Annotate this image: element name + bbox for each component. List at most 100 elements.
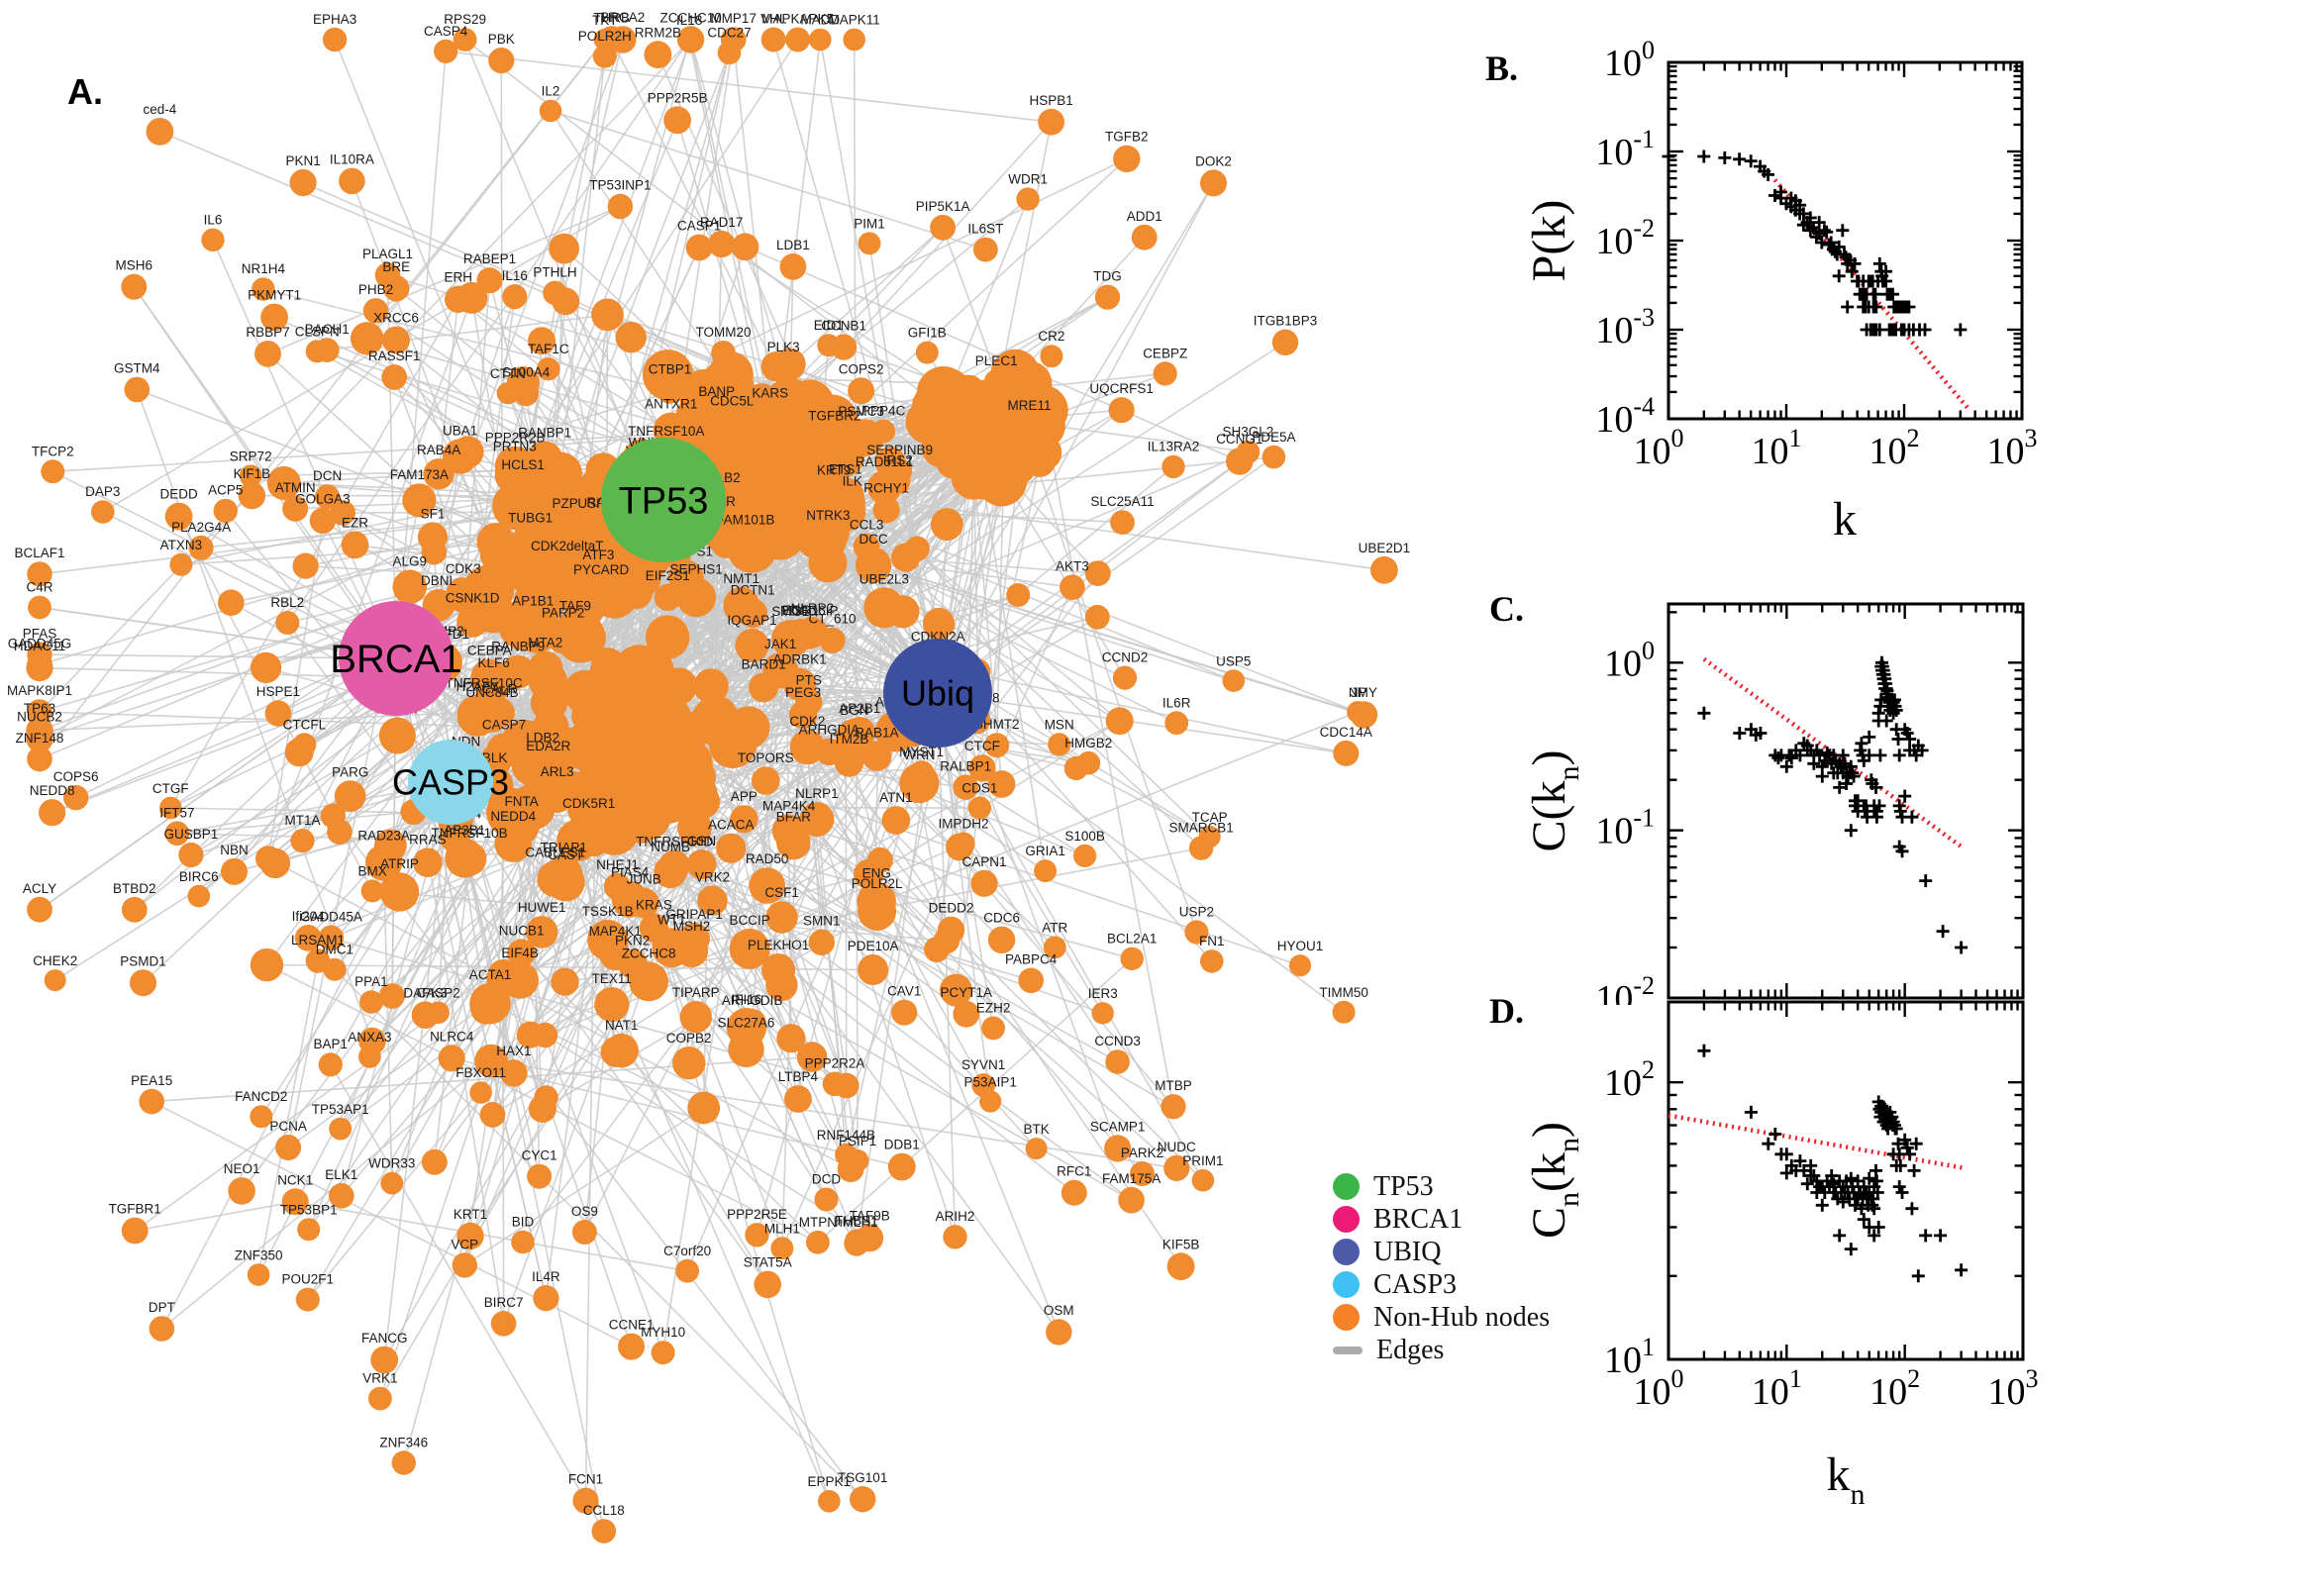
network-node	[858, 232, 881, 255]
network-node-label: CASP4	[424, 24, 468, 39]
network-node-label: MRE11	[1007, 398, 1051, 413]
network-node-label: PKMYT1	[248, 288, 301, 303]
network-node-label: KLF6	[477, 655, 509, 670]
network-node-label: TFCP2	[32, 444, 74, 458]
network-node	[1166, 1252, 1195, 1281]
network-node	[543, 280, 567, 306]
network-node-label: CDS1	[961, 781, 997, 796]
network-node-label: TGFB2	[1105, 130, 1149, 145]
network-node-label: ACP5	[208, 483, 243, 498]
legend: TP53 BRCA1 UBIQ CASP3 Non-Hub nodes Edges	[1333, 1170, 1550, 1366]
network-node-label: TAF1C	[528, 342, 569, 356]
network-node-label: MADD	[800, 13, 840, 28]
network-node-label: ITM2B	[830, 732, 869, 747]
network-node-label: RPS29	[444, 12, 486, 27]
network-node	[1060, 1179, 1087, 1206]
legend-item: CASP3	[1333, 1268, 1550, 1301]
network-node	[539, 99, 562, 123]
network-node	[305, 340, 329, 363]
network-node-label: AKT3	[1056, 558, 1089, 573]
network-node	[745, 1223, 769, 1247]
network-node-label: CASP1	[677, 219, 721, 234]
network-node-label: ADD1	[1127, 209, 1162, 224]
legend-label: TP53	[1373, 1170, 1434, 1202]
network-node	[822, 1071, 848, 1097]
legend-item: TP53	[1333, 1170, 1550, 1203]
axis-title: k	[1833, 493, 1857, 546]
network-node	[1038, 108, 1064, 136]
network-node-label: IFT57	[159, 805, 194, 820]
network-node-label: SH3GL2	[1223, 425, 1274, 440]
network-node-label: FN1	[1199, 934, 1225, 948]
network-node	[784, 1085, 812, 1113]
network-node	[228, 1177, 255, 1205]
network-node	[711, 341, 736, 365]
network-node-label: BFAR	[776, 810, 812, 825]
network-node-label: CCL18	[583, 1503, 625, 1518]
hub-layer: TP53 BRCA1 Ubiq CASP3	[330, 438, 992, 825]
network-node-label: RAD23A	[357, 829, 410, 844]
network-node	[309, 507, 337, 534]
network-node-label: FAM101B	[716, 512, 774, 527]
network-node-label: HMGB2	[1064, 736, 1112, 750]
network-node-label: JUNB	[627, 872, 661, 887]
network-node	[654, 854, 687, 889]
network-node	[434, 39, 458, 63]
network-node	[1153, 361, 1177, 386]
tick-label: 10-1	[1595, 125, 1655, 173]
network-node-label: CASP7	[482, 717, 526, 732]
network-node-label: TNFRSF10C	[446, 675, 523, 690]
network-node-label: NTRK3	[806, 508, 850, 523]
network-node-label: CTGF	[152, 781, 189, 796]
network-node-label: RRAS	[409, 832, 447, 847]
network-node	[392, 569, 428, 604]
axis-box	[1666, 602, 2025, 1000]
network-node-label: WRN	[903, 748, 935, 762]
network-node	[1288, 954, 1312, 977]
network-node-label: ATF3	[582, 548, 614, 562]
network-node	[806, 1230, 830, 1254]
network-node	[380, 1171, 404, 1195]
network-node-label: COPB2	[666, 1031, 712, 1046]
network-node-label: RANBP1	[518, 426, 571, 441]
network-node	[1104, 1135, 1132, 1162]
network-node-label: GADD45G	[8, 636, 72, 650]
network-node	[817, 424, 853, 458]
network-node-label: PZP	[552, 496, 577, 511]
network-node	[456, 606, 488, 638]
network-node-label: PHB2	[358, 282, 393, 297]
network-node	[213, 498, 238, 524]
network-node-label: ATXN3	[160, 538, 203, 552]
network-node-label: IRS2	[883, 453, 913, 468]
network-node-label: SCAMP1	[1090, 1119, 1146, 1134]
network-node-label: BAP1	[314, 1037, 349, 1051]
network-node-label: NP	[1349, 685, 1367, 700]
network-node	[858, 954, 889, 985]
network-node	[146, 117, 174, 146]
network-node	[488, 48, 515, 74]
network-node-label: CAST	[548, 848, 583, 862]
legend-item: Non-Hub nodes	[1333, 1301, 1550, 1334]
network-node	[1130, 1161, 1155, 1186]
network-node-label: RABEP1	[463, 251, 516, 266]
network-node	[453, 28, 477, 51]
network-node-label: EIF4B	[501, 946, 539, 960]
network-node-label: BACH1	[305, 322, 350, 337]
network-node	[381, 364, 408, 390]
network-node	[1188, 836, 1214, 860]
network-node	[818, 1490, 841, 1513]
network-node	[713, 409, 752, 449]
network-node-label: CABLES1	[525, 845, 585, 859]
network-node-label: PLAGL1	[362, 247, 413, 261]
network-node-label: CR2	[1038, 329, 1064, 344]
network-node-label: TEX11	[592, 971, 632, 986]
network-node-label: MSN	[1045, 717, 1074, 732]
network-node	[1025, 1138, 1048, 1160]
network-node-label: MTBP	[1155, 1078, 1192, 1093]
network-node-label: DAP3	[85, 484, 120, 499]
degree-distribution-plot: 100 101 102 103 100 10-1 10-2 10-3 10-4 k P(k)	[1465, 20, 2323, 549]
network-node	[378, 717, 416, 754]
network-node-label: ANTXR1	[645, 397, 697, 412]
network-node-label: ARHGDIA	[799, 723, 860, 738]
